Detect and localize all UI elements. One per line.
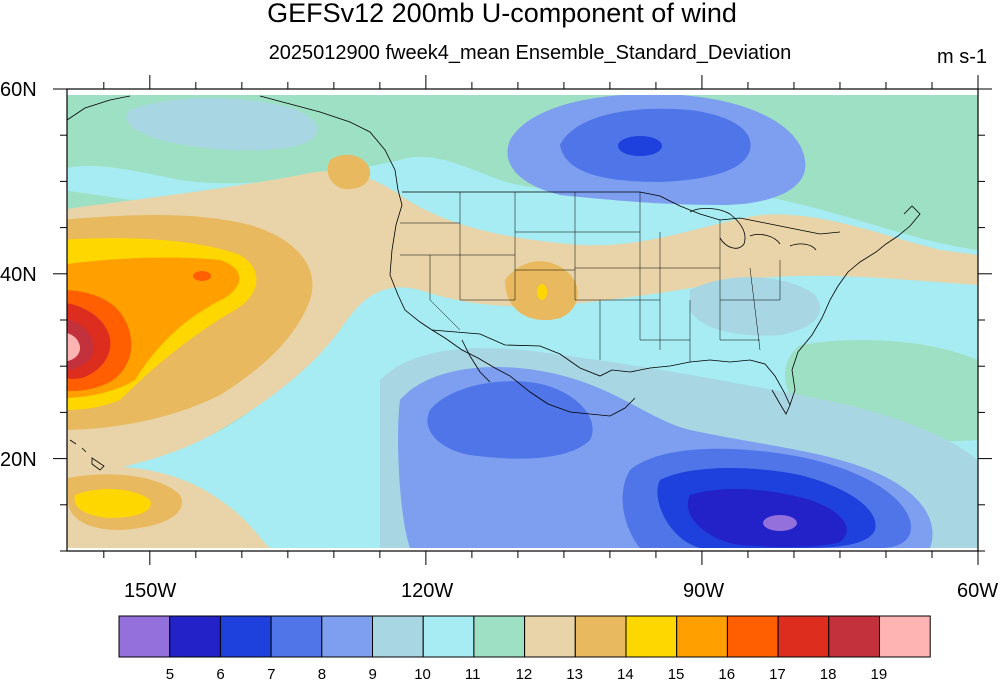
colorbar-swatch [169, 615, 221, 658]
contour-level-9-east [690, 277, 821, 336]
colorbar-swatch [879, 615, 931, 658]
islands-hawaii [69, 439, 105, 471]
colorbar-level-label: 19 [870, 666, 888, 683]
colorbar-level-label: 8 [317, 666, 327, 683]
colorbar-level-label: 15 [667, 666, 685, 683]
colorbar-level-label: 16 [718, 666, 736, 683]
units-label: m s-1 [937, 46, 987, 68]
coastline-east [789, 205, 921, 406]
colorbar-swatch [524, 615, 576, 658]
contour-level-7-north [618, 136, 662, 156]
colorbar-swatch [270, 615, 323, 658]
colorbar-swatch [625, 615, 678, 658]
colorbar-swatch [321, 615, 373, 658]
coastline-baja [461, 339, 491, 383]
contour-level-13-band [67, 171, 978, 479]
colorbar-swatch [422, 615, 475, 658]
colorbar-level-label: 18 [819, 666, 837, 683]
lat-label-20n: 20N [0, 449, 37, 471]
colorbar-swatch [219, 615, 272, 658]
colorbar-swatch [473, 615, 526, 658]
chart-subtitle: 2025012900 fweek4_mean Ensemble_Standard… [268, 42, 792, 64]
border-us-canada [402, 191, 841, 235]
colorbar-swatch [372, 615, 424, 658]
colorbar-level-label: 7 [267, 666, 276, 683]
lon-label-120w: 120W [401, 580, 454, 602]
contour-level-8-south [427, 381, 593, 459]
contour-level-15-south [74, 488, 151, 518]
land-outlines [67, 95, 921, 471]
colorbar-level-label: 9 [368, 666, 377, 683]
lat-label-40n: 40N [0, 264, 37, 286]
contour-level-16-spot [193, 271, 211, 281]
coastline-alaska [67, 95, 399, 191]
colorbar-level-label: 17 [769, 666, 786, 683]
colorbar-level-label: 11 [464, 666, 481, 683]
great-lakes [689, 208, 817, 251]
colorbar-swatch [726, 615, 779, 658]
axis-ticks [53, 75, 992, 565]
lon-label-150w: 150W [124, 580, 177, 602]
lat-label-60n: 60N [0, 79, 37, 101]
contour-level-5-south [763, 515, 797, 531]
contour-level-14-north [327, 154, 371, 190]
colorbar-swatch [574, 615, 627, 658]
lon-label-60w: 60W [957, 580, 999, 602]
colorbar-swatch [828, 615, 880, 658]
contour-level-15-spot [537, 284, 547, 300]
border-us-mexico [431, 329, 613, 377]
colorbar-level-label: 6 [216, 666, 225, 683]
colorbar-level-label: 12 [515, 666, 533, 683]
lon-label-90w: 90W [683, 580, 725, 602]
colorbar-swatch [777, 615, 830, 658]
chart-title: GEFSv12 200mb U-component of wind [267, 0, 737, 28]
colorbar-swatch [118, 615, 171, 658]
coastline-gulf [611, 359, 791, 415]
colorbar-level-label: 5 [165, 666, 175, 683]
colorbar-swatch [676, 615, 728, 658]
colorbar-level-label: 10 [414, 666, 431, 683]
contour-fields [67, 95, 978, 548]
contour-level-11-north [126, 98, 318, 151]
contour-level-19-core [67, 333, 80, 362]
coastline-west [389, 189, 636, 417]
state-lines [400, 192, 781, 362]
colorbar-level-label: 14 [617, 666, 634, 683]
colorbar-level-label: 13 [566, 666, 583, 683]
